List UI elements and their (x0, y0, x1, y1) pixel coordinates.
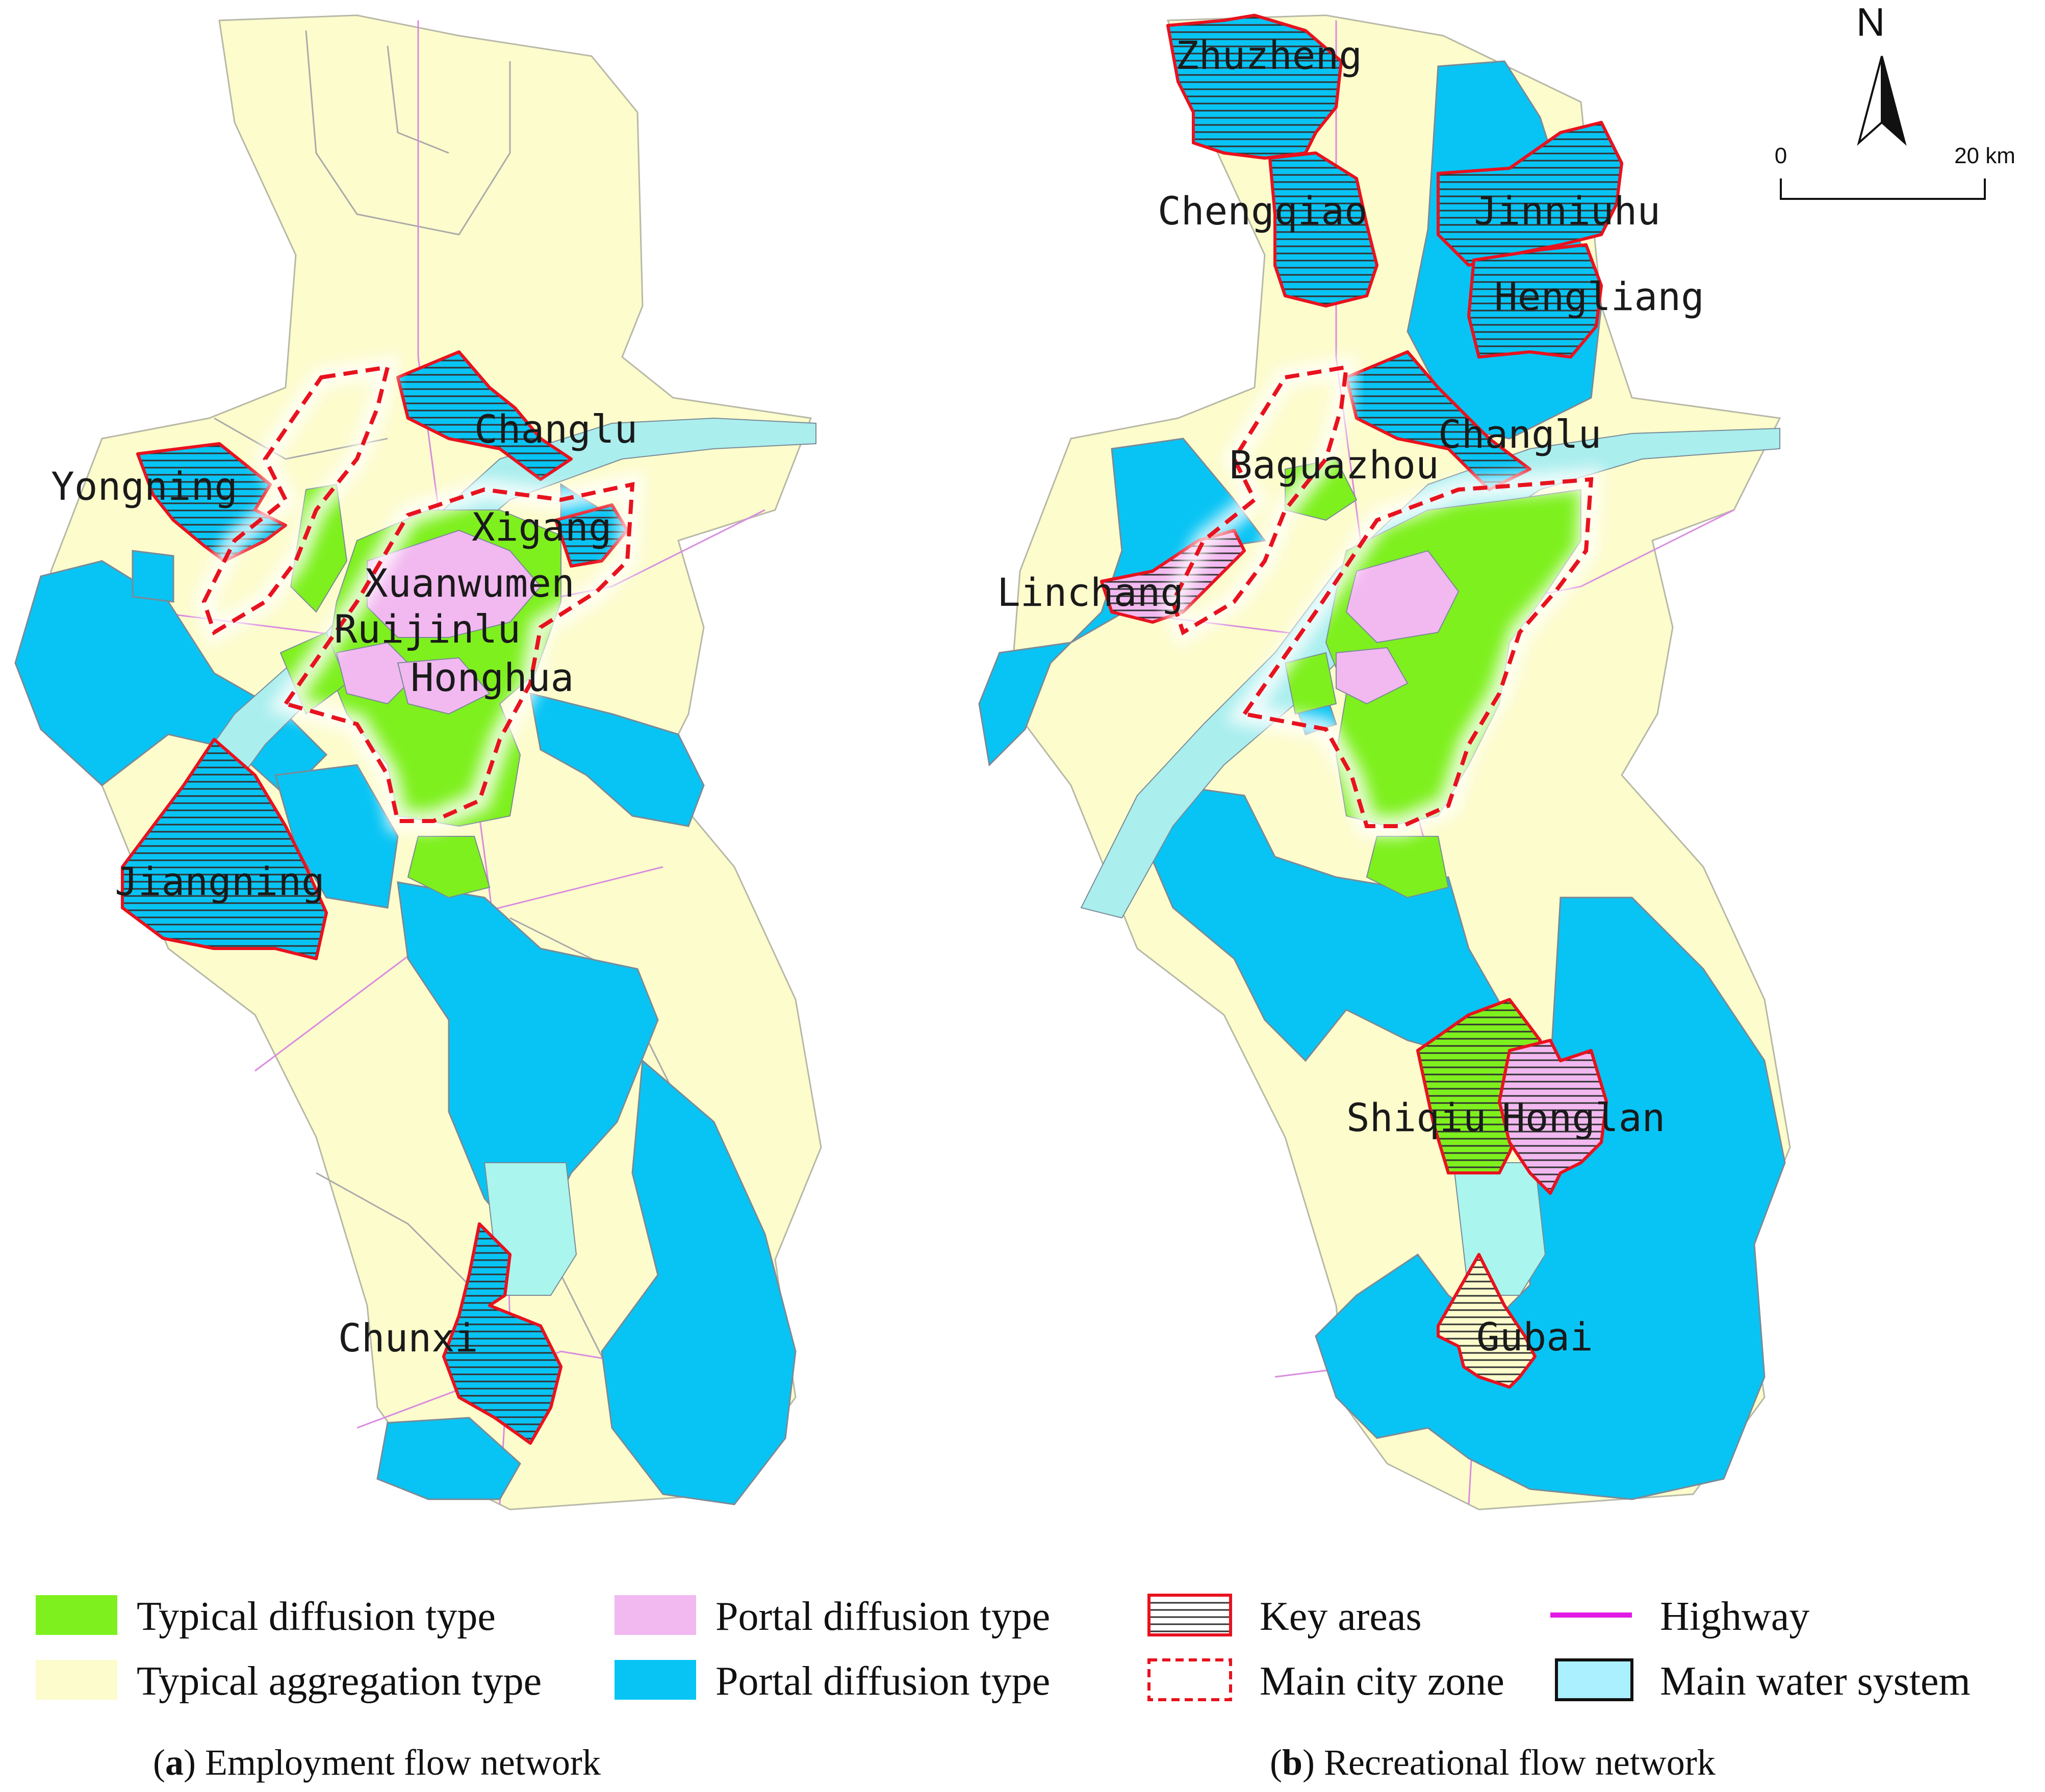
legend-item-main-city-zone: Main city zone (1147, 1658, 1504, 1704)
legend-swatch-blue (615, 1660, 696, 1700)
caption-b: (b) Recreational flow network (1270, 1742, 1716, 1783)
label-honghua: Honghua (411, 655, 574, 700)
legend-swatch-green (36, 1595, 117, 1635)
map-a-portal-diffusion-pink (336, 529, 542, 715)
key-area-changlu-a (396, 350, 573, 481)
label-xuanwumen: Xuanwumen (365, 560, 575, 606)
svg-text:Highway: Highway (1660, 1594, 1809, 1639)
caption-a: (a) Employment flow network (153, 1742, 601, 1783)
scale-end-label: 20 km (1954, 143, 2015, 168)
label-chunxi: Chunxi (338, 1315, 478, 1361)
key-area-chengqiao (1268, 151, 1378, 308)
label-honglan: Honglan (1502, 1095, 1665, 1140)
label-baguazhou: Baguazhou (1229, 442, 1439, 488)
north-arrow-left-icon (1857, 56, 1883, 146)
svg-text:Main water system: Main water system (1660, 1659, 1971, 1704)
north-arrow: N (1856, 0, 1907, 146)
svg-text:Main city zone: Main city zone (1260, 1659, 1504, 1704)
svg-text:Key areas: Key areas (1260, 1594, 1422, 1639)
label-yongning: Yongning (51, 464, 238, 509)
key-area-xigang (554, 503, 629, 568)
key-area-jinniuhu (1437, 121, 1623, 267)
key-area-zhuzheng (1166, 14, 1343, 160)
key-area-jiangning (121, 738, 328, 960)
map-b-portal-diffusion-pink (1336, 550, 1460, 705)
svg-text:Typical diffusion type: Typical diffusion type (137, 1594, 496, 1639)
label-jiangning: Jiangning (115, 859, 325, 904)
legend-swatch-pink (615, 1595, 696, 1635)
key-area-chunxi (442, 1222, 563, 1445)
key-area-linchang (1100, 529, 1246, 624)
legend-item-portal-diffusion-pink: Portal diffusion type (615, 1594, 1050, 1639)
legend-item-typical-aggregation: Typical aggregation type (36, 1659, 542, 1704)
label-jinniuhu: Jinniuhu (1474, 188, 1660, 234)
legend-item-key-areas: Key areas (1147, 1594, 1422, 1639)
map-b-main-city-zone (1162, 354, 1603, 837)
legend: Typical diffusion type Portal diffusion … (36, 1594, 1971, 1704)
legend-swatch-yellow (36, 1660, 117, 1700)
label-shiqiu: Shiqiu (1346, 1095, 1487, 1140)
svg-text:(a) Employment flow network: (a) Employment flow network (153, 1742, 601, 1783)
svg-text:Typical aggregation type: Typical aggregation type (137, 1659, 542, 1704)
map-b: Zhuzheng Chengqiao Jinniuhu Hengliang Ch… (978, 14, 1791, 1511)
legend-item-main-water-system: Main water system (1555, 1658, 1971, 1704)
label-gubai: Gubai (1476, 1314, 1593, 1360)
label-xigang: Xigang (472, 504, 612, 550)
label-ruijinlu: Ruijinlu (334, 606, 521, 652)
svg-text:(b) Recreational flow network: (b) Recreational flow network (1270, 1742, 1716, 1783)
map-a-main-city-zone (193, 354, 645, 832)
key-area-honglan (1498, 1039, 1608, 1195)
label-zhuzheng: Zhuzheng (1175, 33, 1362, 78)
legend-swatch-key-areas (1147, 1594, 1232, 1636)
legend-swatch-water (1555, 1658, 1633, 1701)
north-arrow-right-icon (1881, 56, 1907, 146)
svg-text:Portal diffusion type: Portal diffusion type (715, 1659, 1050, 1704)
label-chengqiao: Chengqiao (1158, 188, 1368, 234)
map-a-key-areas (121, 350, 629, 1445)
map-a-labels: Changlu Yongning Xigang Xuanwumen Ruijin… (51, 406, 637, 1361)
key-area-gubai (1437, 1253, 1537, 1389)
north-label: N (1856, 0, 1885, 44)
legend-swatch-main-city-zone (1147, 1658, 1232, 1701)
label-hengliang: Hengliang (1494, 274, 1704, 319)
legend-item-typical-diffusion: Typical diffusion type (36, 1594, 496, 1639)
scale-start-label: 0 (1775, 143, 1787, 168)
key-area-hengliang (1467, 243, 1603, 359)
label-changlu-b: Changlu (1438, 412, 1601, 457)
map-a: Changlu Yongning Xigang Xuanwumen Ruijin… (14, 14, 822, 1511)
label-linchang: Linchang (997, 570, 1184, 615)
legend-item-highway: Highway (1550, 1594, 1809, 1639)
key-area-changlu-b (1345, 350, 1531, 491)
map-b-key-areas (1100, 14, 1623, 1389)
scale-bar: 0 20 km (1775, 143, 2015, 200)
svg-text:Portal diffusion type: Portal diffusion type (715, 1594, 1050, 1639)
label-changlu-a: Changlu (474, 406, 637, 452)
legend-item-portal-diffusion-blue: Portal diffusion type (615, 1659, 1050, 1704)
map-b-labels: Zhuzheng Chengqiao Jinniuhu Hengliang Ch… (997, 33, 1704, 1360)
